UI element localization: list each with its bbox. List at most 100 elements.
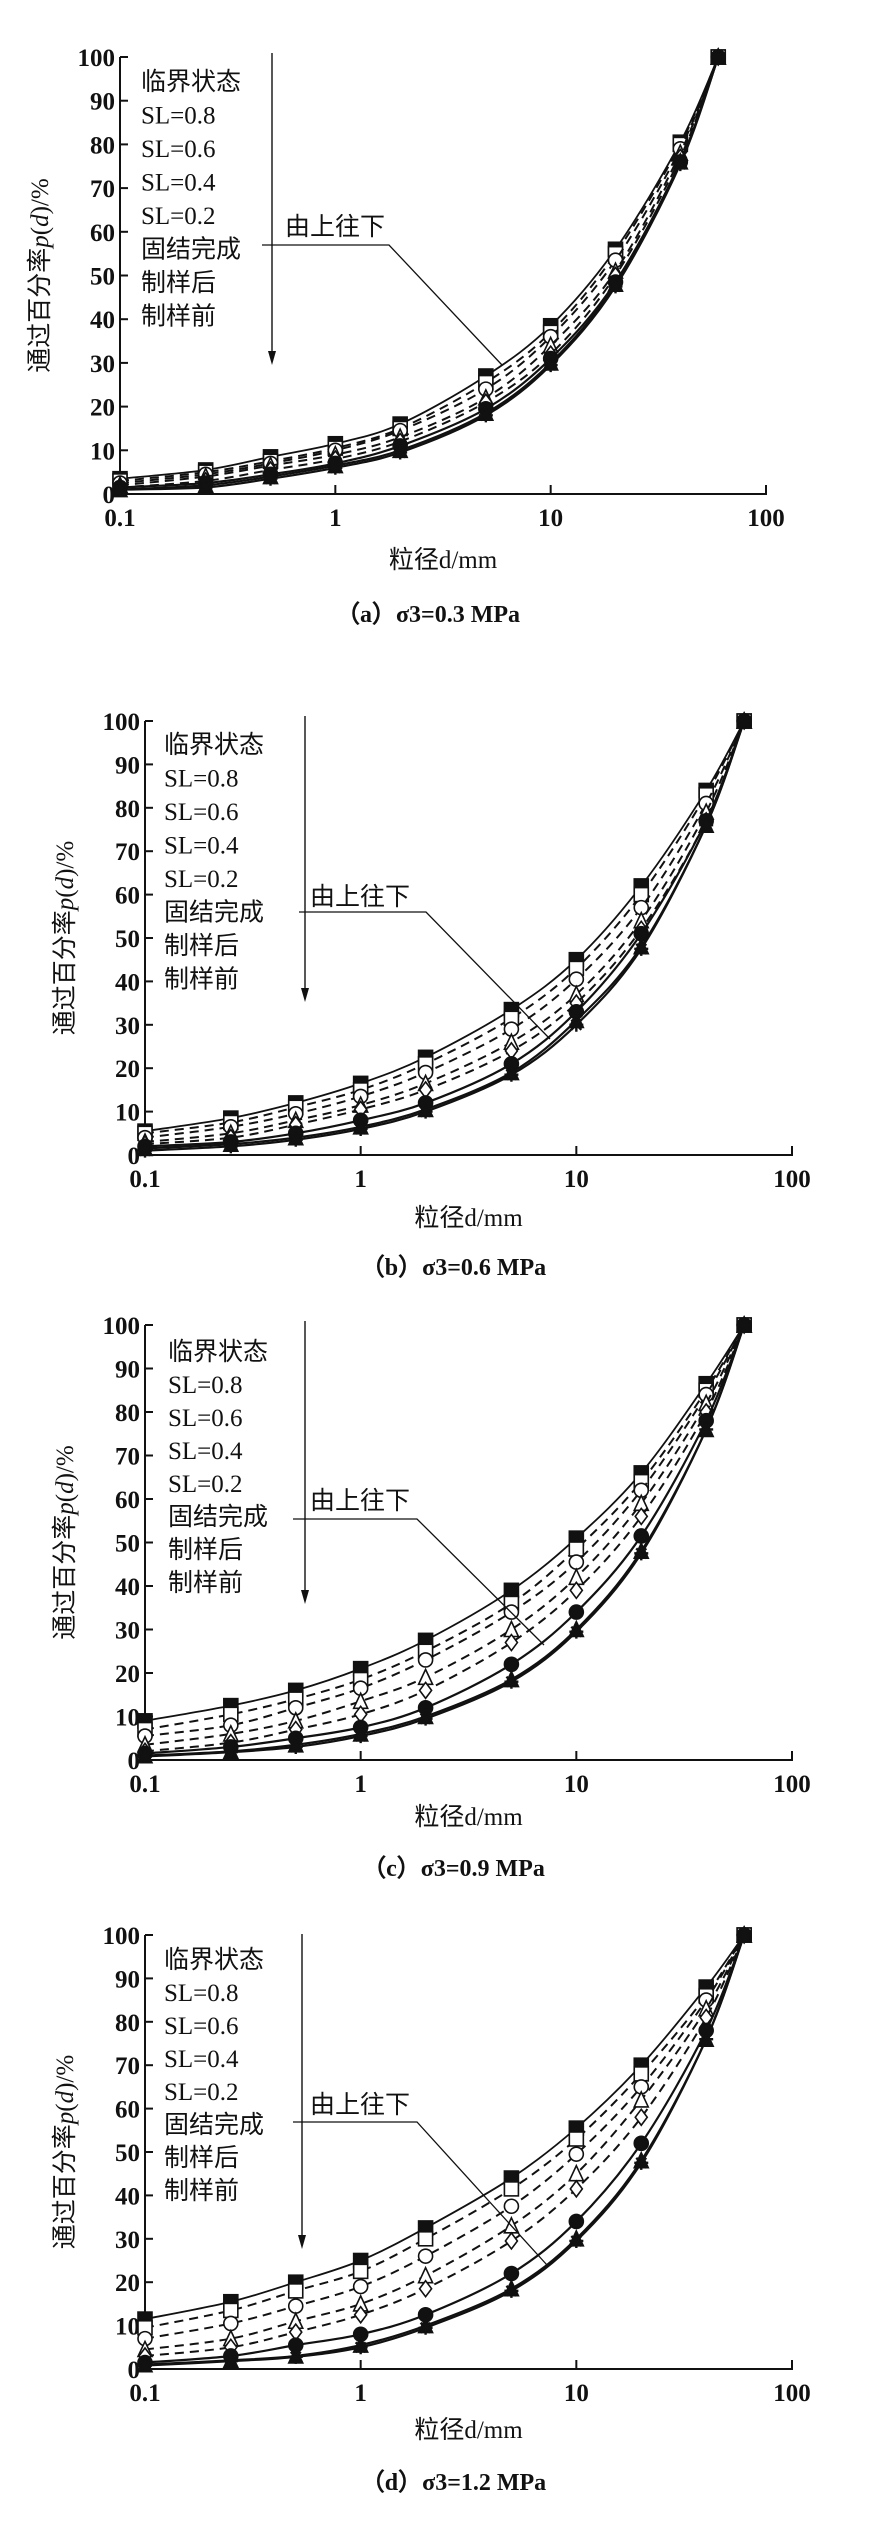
annotation-leader-line (299, 911, 551, 1040)
series-line (144, 1324, 746, 1755)
legend-label: SL=0.4 (164, 833, 239, 860)
x-axis-label: 粒径d/mm (389, 546, 498, 574)
y-tick-label: 70 (115, 2053, 140, 2080)
data-point (503, 1582, 520, 1599)
y-tick-label: 60 (115, 1487, 140, 1514)
data-point (504, 1633, 519, 1652)
data-point (417, 2231, 434, 2247)
series-line (144, 1324, 746, 1746)
annotation-label: 由上往下 (310, 2091, 410, 2119)
legend-label: 制样前 (168, 1569, 243, 1597)
data-point (352, 2278, 369, 2295)
data-point (737, 1318, 752, 1332)
legend-label: SL=0.6 (164, 799, 239, 826)
x-tick-label: 10 (564, 1166, 589, 1193)
legend-label: SL=0.6 (164, 2013, 239, 2040)
chart-panel-a: 0 10 20 30 40 50 60 70 80 90 100 0.1 1 10 100 粒径d/mm 通过百… (26, 45, 785, 628)
y-axis-label: 通过百分率p(d)/% (51, 2055, 79, 2249)
symbol: d (52, 876, 79, 889)
y-tick-label: 0 (103, 482, 116, 509)
y-tick-label: 50 (115, 926, 140, 953)
data-point (634, 941, 649, 956)
symbol: d (52, 1481, 79, 1494)
data-point (352, 2263, 369, 2280)
data-point (504, 2231, 519, 2251)
data-point (633, 2066, 650, 2082)
series-line (144, 1324, 746, 1758)
y-axis-label: 通过百分率p(d)/% (51, 841, 79, 1035)
legend-label: 临界状态 (164, 1946, 264, 1974)
y-tick-label: 100 (103, 1313, 141, 1340)
data-point (353, 1121, 368, 1136)
legend-label: 制样后 (168, 1536, 243, 1564)
data-point (568, 1554, 585, 1570)
x-tick-label: 100 (747, 505, 785, 532)
data-point (569, 1624, 584, 1639)
legend-label: SL=0.6 (141, 136, 216, 163)
y-tick-label: 20 (115, 1056, 140, 1083)
data-point (569, 2233, 584, 2248)
data-point (634, 2155, 649, 2170)
series-line (144, 1934, 745, 2320)
y-tick-label: 40 (115, 2183, 140, 2210)
y-tick-label: 50 (115, 2140, 140, 2167)
data-point (699, 818, 714, 833)
data-point (608, 279, 623, 294)
data-point (503, 1656, 520, 1673)
text-part: 通过百分率 (51, 1515, 79, 1640)
series-line (119, 56, 720, 485)
y-tick-label: 100 (103, 709, 141, 736)
series-line (144, 1324, 745, 1722)
annotation-leader-line (262, 244, 503, 366)
chart-panel-d: 0 10 20 30 40 50 60 70 80 90 100 0.1 1 10 100 粒径d/mm 通过百… (51, 1923, 811, 2496)
text-part: ( (52, 2103, 79, 2111)
data-point (633, 1528, 650, 1544)
y-tick-label: 0 (128, 1748, 141, 1775)
series-line (144, 720, 746, 1148)
series-line (119, 56, 720, 487)
x-tick-label: 1 (354, 1771, 367, 1798)
y-tick-label: 40 (115, 969, 140, 996)
data-point (418, 1711, 433, 1726)
data-point (113, 482, 127, 497)
legend-label: SL=0.8 (141, 103, 216, 130)
y-axis-label: 通过百分率p(d)/% (51, 1445, 79, 1639)
series-line (144, 720, 746, 1139)
y-tick-label: 10 (115, 1705, 140, 1732)
legend-label: 临界状态 (164, 731, 264, 759)
data-point (568, 2146, 585, 2162)
y-tick-label: 10 (115, 1100, 140, 1127)
text-part: )/% (52, 2055, 79, 2091)
y-tick-label: 0 (128, 2357, 141, 2384)
y-tick-label: 60 (115, 883, 140, 910)
series-line (144, 720, 746, 1135)
x-tick-label: 0.1 (129, 1166, 160, 1193)
axes (144, 721, 793, 1156)
legend-label: SL=0.4 (168, 1438, 243, 1465)
series-line (144, 1324, 746, 1738)
panel-caption: （a）σ3=0.3 MPa (336, 601, 520, 628)
data-point (569, 1581, 584, 1600)
x-tick-label: 100 (773, 1166, 811, 1193)
y-tick-label: 40 (90, 307, 115, 334)
legend-label: SL=0.8 (168, 1372, 243, 1399)
arrow-down-icon (268, 351, 276, 365)
data-point (418, 1681, 433, 1700)
data-point (353, 1729, 368, 1744)
legend-label: 临界状态 (141, 68, 241, 96)
annotation-label: 由上往下 (310, 1487, 410, 1515)
data-point (198, 480, 213, 495)
legend-label: SL=0.4 (141, 170, 216, 197)
data-point (568, 971, 585, 988)
arrow-down-icon (301, 988, 309, 1002)
y-tick-label: 90 (115, 752, 140, 779)
series-2 (137, 1927, 752, 2347)
data-point (543, 358, 558, 373)
y-tick-label: 20 (90, 395, 115, 422)
panel-caption: （d）σ3=1.2 MPa (361, 2469, 546, 2496)
y-tick-label: 50 (115, 1531, 140, 1558)
text-part: ( (27, 227, 54, 235)
symbol: p (52, 2112, 79, 2127)
